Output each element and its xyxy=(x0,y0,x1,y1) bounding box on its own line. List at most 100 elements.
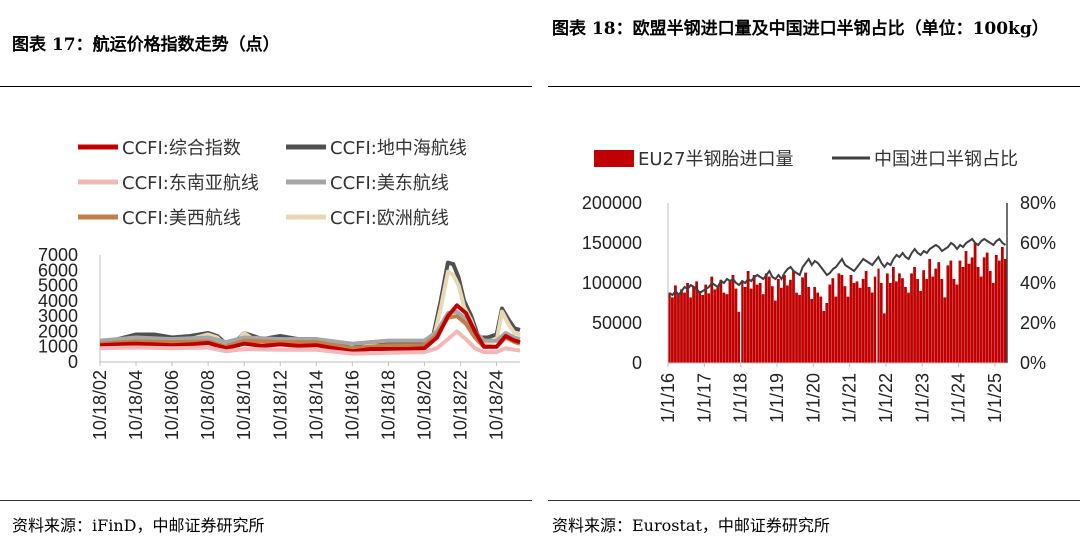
eu27-bar xyxy=(722,292,726,363)
eu27-bar xyxy=(913,267,916,363)
x-tick-right-7: 1/1/23 xyxy=(912,373,932,423)
eu27-bar xyxy=(937,262,941,363)
y-tick-left-1: 1000 xyxy=(38,337,78,357)
eu27-bar xyxy=(804,272,807,363)
eu27-bar xyxy=(701,295,705,363)
eu27-bar xyxy=(707,293,711,363)
eu27-bar xyxy=(770,286,774,363)
x-tick-left-2: 10/18/06 xyxy=(162,370,182,440)
eu27-bar xyxy=(719,279,723,363)
eu27-bar xyxy=(767,276,771,363)
eu27-bar xyxy=(801,277,804,363)
eu27-bar xyxy=(728,281,732,363)
eu27-bar xyxy=(922,270,926,363)
eu27-bar xyxy=(671,297,674,363)
eu27-bar xyxy=(798,295,801,363)
eu27-bar xyxy=(898,273,901,363)
x-tick-left-7: 10/18/16 xyxy=(342,370,362,440)
footer-rule-right xyxy=(548,500,1080,501)
eu27-bar xyxy=(743,287,747,363)
eu27-bar xyxy=(910,273,913,363)
eu27-bar xyxy=(907,292,910,363)
legend-label-left-0: CCFI:综合指数 xyxy=(122,138,241,159)
china-share-line xyxy=(668,237,1007,297)
eu27-bar xyxy=(955,284,959,363)
eu27-bar xyxy=(807,287,811,363)
x-tick-right-2: 1/1/18 xyxy=(731,373,751,423)
eu27-bar xyxy=(949,260,953,363)
eu27-bar xyxy=(740,281,744,363)
legend-label-left-2: CCFI:东南亚航线 xyxy=(122,173,259,194)
eu27-bar xyxy=(967,263,971,363)
legend-label-left-3: CCFI:美东航线 xyxy=(330,173,449,194)
legend-label-right-1: 中国进口半钢占比 xyxy=(874,149,1018,170)
eu27-bar xyxy=(810,299,814,363)
eu27-bar xyxy=(822,311,826,363)
y-tick-right-left-4: 200000 xyxy=(582,193,642,213)
eu27-bar xyxy=(885,273,889,363)
x-tick-right-1: 1/1/17 xyxy=(694,373,714,423)
eu27-bar xyxy=(873,276,877,363)
eu27-bar xyxy=(764,273,768,363)
x-tick-left-4: 10/18/10 xyxy=(234,370,254,440)
x-tick-right-9: 1/1/25 xyxy=(985,373,1005,423)
eu27-bar xyxy=(668,292,671,363)
eu27-bar xyxy=(749,288,753,363)
eu27-bar xyxy=(888,283,892,363)
eu27-bar xyxy=(994,255,998,363)
eu27-bar xyxy=(795,292,798,363)
eu27-bar xyxy=(855,281,859,363)
eu27-bar xyxy=(746,271,750,363)
eu27-bar xyxy=(982,257,986,363)
eu27-bar xyxy=(901,278,904,363)
eu27-bar xyxy=(997,260,1001,363)
eu27-bar xyxy=(677,295,680,363)
eu27-bar xyxy=(761,294,765,363)
eu27-bar xyxy=(752,275,756,363)
eu27-bar xyxy=(925,279,929,363)
eu27-bar xyxy=(783,275,786,363)
eu27-bar xyxy=(786,285,789,363)
y-tick-left-4: 4000 xyxy=(38,291,78,311)
eu27-bar xyxy=(713,289,717,363)
eu27-bar xyxy=(813,287,817,363)
y-tick-left-7: 7000 xyxy=(38,245,78,265)
eu27-bar xyxy=(692,287,695,363)
x-tick-right-0: 1/1/16 xyxy=(658,373,678,423)
x-tick-right-6: 1/1/22 xyxy=(876,373,896,423)
eu27-bar xyxy=(976,267,980,363)
y-tick-right-right-1: 20% xyxy=(1020,313,1056,333)
eu27-bar xyxy=(789,279,792,363)
eu27-bar xyxy=(934,268,938,363)
eu27-bar xyxy=(870,292,874,363)
eu27-bar xyxy=(674,285,677,363)
eu27-bar xyxy=(792,271,795,363)
x-tick-left-10: 10/18/22 xyxy=(451,370,471,440)
y-tick-right-left-3: 150000 xyxy=(582,233,642,253)
eu27-bar xyxy=(867,287,871,363)
y-tick-left-2: 2000 xyxy=(38,321,78,341)
eu27-bar xyxy=(988,271,992,363)
legend-label-right-0: EU27半钢胎进口量 xyxy=(638,149,793,170)
eu27-bar xyxy=(895,281,898,363)
eu27-bar xyxy=(973,243,977,363)
eu27-bar xyxy=(946,265,950,363)
eu27-bar xyxy=(1000,247,1004,363)
eu27-bar xyxy=(852,283,856,363)
eu27-bar xyxy=(970,257,974,363)
eu27-bar xyxy=(928,259,932,363)
eu27-bar xyxy=(773,300,777,363)
series-line-ccfi_useast xyxy=(99,309,521,346)
chart-title-left: 图表 17：航运价格指数走势（点） xyxy=(12,35,280,55)
eu27-bar xyxy=(904,287,907,363)
eu27-bar xyxy=(825,303,829,363)
footer-rule-left xyxy=(0,500,532,501)
eu27-bar xyxy=(828,284,832,363)
eu27-bar xyxy=(816,292,820,363)
chart-title-right: 图表 18：欧盟半钢进口量及中国进口半钢占比（单位：100kg） xyxy=(552,19,1049,39)
y-tick-right-right-2: 40% xyxy=(1020,273,1056,293)
eu27-bar xyxy=(698,291,702,363)
x-tick-left-3: 10/18/08 xyxy=(198,370,218,440)
y-tick-left-6: 6000 xyxy=(38,260,78,280)
y-tick-right-left-1: 50000 xyxy=(592,313,642,333)
